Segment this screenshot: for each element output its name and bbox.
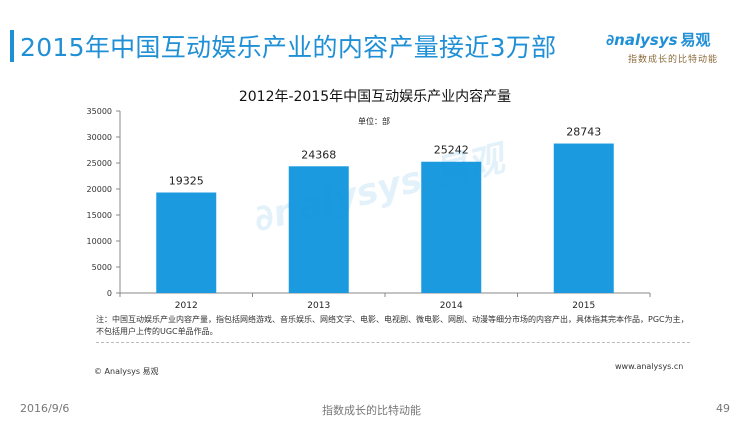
x-tick-label: 2013 bbox=[307, 301, 330, 311]
bar-value-label: 25242 bbox=[434, 144, 469, 157]
y-tick-label: 25000 bbox=[87, 159, 112, 168]
bar-value-label: 24368 bbox=[301, 148, 336, 161]
footer-date: 2016/9/6 bbox=[20, 402, 70, 415]
unit-label: 单位：部 bbox=[358, 117, 390, 126]
chart-title: 2012年-2015年中国互动娱乐产业内容产量 bbox=[238, 89, 512, 105]
logo-cn-name: 易观 bbox=[680, 31, 711, 49]
y-tick-label: 35000 bbox=[87, 107, 112, 116]
copyright-text: © Analysys 易观 bbox=[94, 367, 159, 376]
title-accent-bar bbox=[10, 30, 14, 62]
y-tick-label: 30000 bbox=[87, 133, 112, 142]
bar-value-label: 28743 bbox=[566, 126, 601, 139]
slide-title: 2015年中国互动娱乐产业的内容产量接近3万部 bbox=[20, 33, 557, 62]
y-tick-label: 0 bbox=[107, 289, 112, 298]
x-tick-label: 2014 bbox=[440, 301, 463, 311]
footer-slogan: 指数成长的比特动能 bbox=[322, 404, 421, 417]
logo-text: nalysys bbox=[614, 31, 678, 49]
y-tick-label: 10000 bbox=[87, 237, 112, 246]
bar bbox=[553, 143, 614, 293]
y-tick-label: 20000 bbox=[87, 185, 112, 194]
page-number: 49 bbox=[716, 402, 730, 415]
x-tick-label: 2012 bbox=[175, 301, 198, 311]
website-link[interactable]: www.analysys.cn bbox=[615, 362, 684, 371]
bar bbox=[156, 192, 217, 293]
y-tick-label: 15000 bbox=[87, 211, 112, 220]
bar-value-label: 19325 bbox=[169, 175, 204, 188]
bar bbox=[288, 166, 349, 293]
y-tick-label: 5000 bbox=[92, 263, 112, 272]
bar bbox=[421, 161, 482, 293]
chart-note: 注：中国互动娱乐产业内容产量，指包括网络游戏、音乐娱乐、网络文学、电影、电视剧、… bbox=[96, 315, 689, 336]
divider bbox=[96, 342, 690, 343]
x-tick-label: 2015 bbox=[572, 301, 595, 311]
logo-a-icon: ∂ bbox=[606, 31, 615, 49]
analysys-logo: ∂nalysys 易观 bbox=[606, 29, 711, 50]
logo-tagline: 指数成长的比特动能 bbox=[628, 55, 719, 65]
